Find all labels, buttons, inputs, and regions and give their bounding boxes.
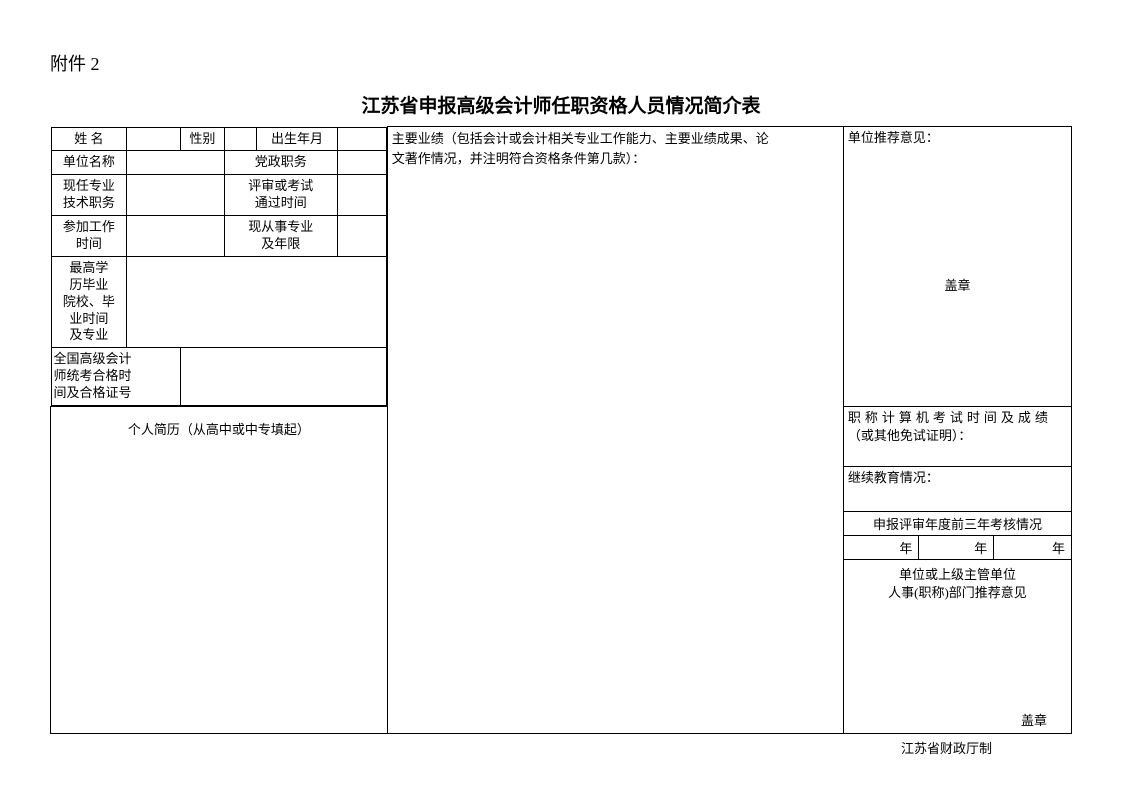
continue-edu-label: 继续教育情况：: [848, 470, 939, 485]
label-review-time: 评审或考试通过时间: [224, 175, 338, 216]
hr-opinion-label-1: 单位或上级主管单位: [848, 562, 1067, 584]
label-name: 姓 名: [51, 127, 127, 151]
computer-exam-section[interactable]: 职称计算机考试时间及成绩 （或其他免试证明）：: [843, 406, 1071, 466]
prev-years-label: 申报评审年度前三年考核情况: [844, 512, 1071, 536]
stamp-text-1: 盖章: [848, 147, 1067, 295]
field-review-time[interactable]: [338, 175, 387, 216]
year-3[interactable]: 年: [994, 535, 1071, 559]
footer-text: 江苏省财政厅制: [50, 738, 1072, 757]
unit-opinion-section[interactable]: 单位推荐意见： 盖章: [843, 127, 1071, 407]
field-party-post[interactable]: [338, 151, 387, 175]
resume-section[interactable]: 个人简历（从高中或中专填起）: [51, 406, 388, 733]
year-1[interactable]: 年: [844, 535, 919, 559]
resume-label: 个人简历（从高中或中专填起）: [55, 409, 383, 448]
label-birth: 出生年月: [256, 127, 337, 151]
computer-exam-label-1: 职称计算机考试时间及成绩: [848, 410, 1052, 425]
field-work-time[interactable]: [127, 216, 224, 257]
label-current-major: 现从事专业及年限: [224, 216, 338, 257]
page-title: 江苏省申报高级会计师任职资格人员情况简介表: [50, 91, 1072, 118]
prev-years-section: 申报评审年度前三年考核情况 年 年 年: [843, 511, 1071, 559]
personal-info-table: 姓 名 性别 出生年月 单位名称 党政职务: [51, 127, 387, 406]
continue-edu-section[interactable]: 继续教育情况：: [843, 466, 1071, 511]
field-current-title[interactable]: [127, 175, 224, 216]
achievements-label-1: 主要业绩（包括会计或会计相关专业工作能力、主要业绩成果、论: [392, 131, 769, 146]
label-current-title: 现任专业技术职务: [51, 175, 127, 216]
field-exam[interactable]: [181, 348, 386, 406]
field-unit[interactable]: [127, 151, 224, 175]
hr-opinion-section[interactable]: 单位或上级主管单位 人事(职称)部门推荐意见 盖章: [843, 559, 1071, 733]
label-work-time: 参加工作时间: [51, 216, 127, 257]
unit-opinion-label: 单位推荐意见：: [848, 129, 1067, 147]
field-birth[interactable]: [338, 127, 387, 151]
achievements-section[interactable]: 主要业绩（包括会计或会计相关专业工作能力、主要业绩成果、论 文著作情况，并注明符…: [387, 127, 843, 734]
label-exam: 全国高级会计 师统考合格时 间及合格证号: [51, 348, 181, 406]
field-gender[interactable]: [224, 127, 256, 151]
achievements-label-2: 文著作情况，并注明符合资格条件第几款）：: [392, 151, 646, 166]
field-education[interactable]: [127, 256, 387, 347]
label-education: 最高学 历毕业 院校、毕 业时间 及专业: [51, 256, 127, 347]
label-gender: 性别: [181, 127, 224, 151]
computer-exam-label-2: （或其他免试证明）：: [848, 428, 972, 443]
field-name[interactable]: [127, 127, 181, 151]
hr-opinion-label-2: 人事(职称)部门推荐意见: [848, 584, 1067, 602]
attachment-label: 附件 2: [50, 50, 1072, 76]
label-unit: 单位名称: [51, 151, 127, 175]
year-2[interactable]: 年: [919, 535, 994, 559]
label-party-post: 党政职务: [224, 151, 338, 175]
stamp-text-2: 盖章: [848, 602, 1067, 730]
field-current-major[interactable]: [338, 216, 387, 257]
main-form-table: 姓 名 性别 出生年月 单位名称 党政职务: [50, 126, 1072, 734]
